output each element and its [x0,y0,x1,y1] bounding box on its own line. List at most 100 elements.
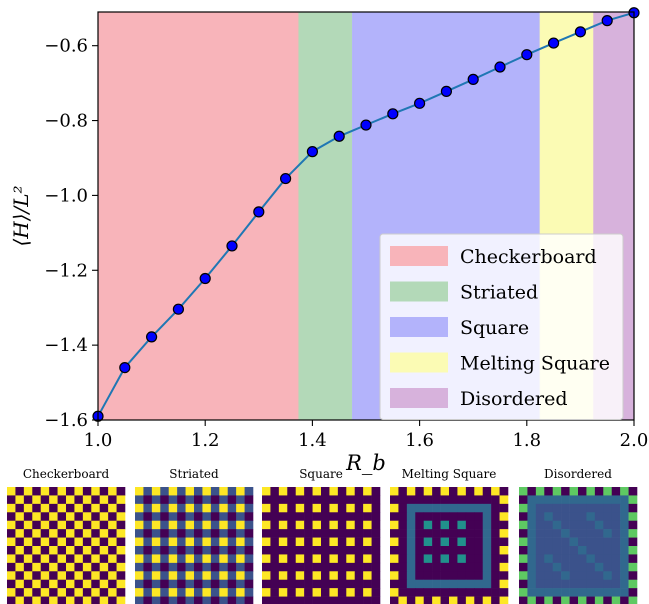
snapshot-cell [99,571,109,581]
snapshot-cell [7,512,16,522]
snapshot-cell [40,579,50,589]
snapshot-cell [40,529,50,538]
snapshot-cell [406,537,416,547]
snapshot-cell [49,562,58,572]
snapshot-cell [474,546,484,555]
snapshot-cell [116,487,126,496]
snapshot-cell [151,579,161,589]
data-point [521,49,533,61]
snapshot-cell [91,554,101,564]
snapshot-cell [168,495,178,505]
snapshot-cell [544,537,554,547]
snapshot-cell [628,487,638,496]
snapshot-cell [321,571,330,581]
snapshot-cell [160,571,170,581]
snapshot-cell [482,529,492,538]
snapshot-cell [202,554,212,564]
snapshot-cell [270,562,280,572]
snapshot-cell [586,529,596,538]
snapshot-cell [337,529,347,538]
snapshot-cell [40,562,50,572]
snapshot-cell [354,503,364,513]
snapshot-striated: Striated [135,467,254,604]
snapshot-cell [91,529,101,538]
snapshot-cell [519,562,528,572]
snapshot-cell [49,579,58,589]
snapshot-cell [465,537,475,547]
snapshot-cell [499,546,509,555]
snapshot-cell [57,529,67,538]
snapshot-cell [244,520,254,530]
snapshot-cell [40,546,50,555]
snapshot-cell [371,520,381,530]
snapshot-cell [82,487,92,496]
snapshot-cell [49,487,58,496]
snapshot-cell [66,487,75,496]
snapshot-cell [527,546,537,555]
snapshot-cell [465,596,475,604]
snapshot-cell [66,596,75,604]
snapshot-cell [390,512,399,522]
snapshot-cell [499,537,509,547]
snapshot-cell [244,546,254,555]
snapshot-cell [236,520,245,530]
snapshot-cell [270,529,280,538]
snapshot-cell [398,537,408,547]
snapshot-cell [66,512,75,522]
snapshot-cell [628,579,638,589]
y-tick-label: −0.6 [44,36,88,57]
snapshot-cell [49,554,58,564]
snapshot-cell [116,596,126,604]
snapshot-cell [398,579,408,589]
snapshot-cell [185,596,195,604]
snapshot-cell [151,588,161,597]
snapshot-cell [236,562,245,572]
snapshot-cell [40,588,50,597]
snapshot-cell [177,512,186,522]
snapshot-cell [569,529,579,538]
snapshot-cell [99,487,109,496]
snapshot-cell [603,520,613,530]
snapshot-cell [135,503,144,513]
snapshot-cell [160,512,170,522]
snapshot-cell [99,495,109,505]
snapshot-cell [227,554,237,564]
snapshot-cell [151,596,161,604]
snapshot-cell [519,529,528,538]
snapshot-cell [544,596,554,604]
snapshot-cell [371,562,381,572]
snapshot-cell [482,495,492,505]
snapshot-cell [354,512,364,522]
snapshot-cell [236,512,245,522]
snapshot-cell [108,554,117,564]
snapshot-cell [108,520,117,530]
snapshot-label: Disordered [544,467,612,481]
snapshot-cell [423,546,433,555]
snapshot-cell [482,487,492,496]
snapshot-cell [202,588,212,597]
snapshot-cell [611,520,621,530]
snapshot-cell [66,571,75,581]
snapshot-cell [185,588,195,597]
snapshot-cell [603,562,613,572]
snapshot-cell [74,503,84,513]
snapshot-cell [236,503,245,513]
snapshot-cell [354,529,364,538]
snapshot-cell [168,588,178,597]
snapshot-cell [108,503,117,513]
snapshot-cell [202,503,212,513]
pattern-snapshots: Checkerboard Striated Square Melting Square… [7,467,638,604]
snapshot-cell [116,554,126,564]
snapshot-cell [312,588,322,597]
snapshot-cell [108,596,117,604]
snapshot-cell [202,520,212,530]
snapshot-cell [66,554,75,564]
snapshot-cell [519,596,528,604]
snapshot-cell [287,554,297,564]
snapshot-cell [74,579,84,589]
snapshot-cell [432,512,441,522]
snapshot-cell [578,588,587,597]
snapshot-cell [262,562,271,572]
snapshot-cell [363,529,372,538]
snapshot-cell [499,503,509,513]
